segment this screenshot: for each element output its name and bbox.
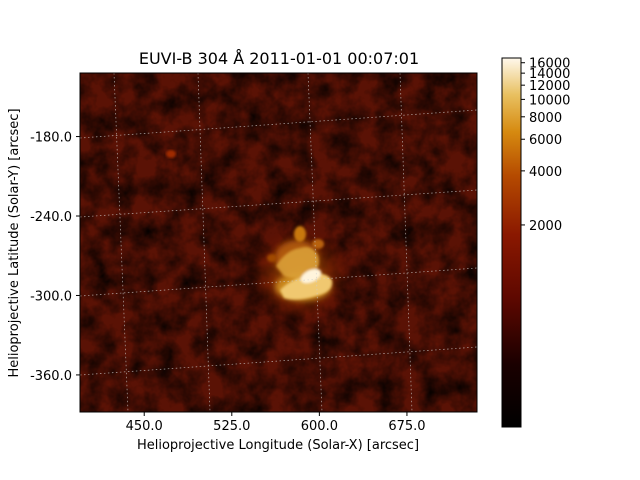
- y-tick-label: -300.0: [30, 289, 72, 304]
- chart-title: EUVI-B 304 Å 2011-01-01 00:07:01: [139, 49, 419, 68]
- y-tick-label: -240.0: [30, 210, 72, 225]
- x-axis-label: Helioprojective Longitude (Solar-X) [arc…: [137, 438, 419, 453]
- y-tick-label: -360.0: [30, 369, 72, 384]
- colorbar-tick-label: 14000: [529, 67, 570, 82]
- x-axis: 450.0 525.0 600.0 675.0: [126, 412, 426, 434]
- grid-lines: [80, 73, 477, 412]
- colorbar: [501, 57, 522, 428]
- colorbar-tick-label: 12000: [529, 79, 570, 94]
- x-tick-label: 600.0: [301, 419, 338, 434]
- y-axis-label: Helioprojective Latitude (Solar-Y) [arcs…: [7, 108, 22, 377]
- x-tick-label: 675.0: [388, 419, 425, 434]
- x-tick-label: 450.0: [126, 419, 163, 434]
- colorbar-tick-label: 16000: [529, 57, 570, 72]
- x-tick-label: 525.0: [213, 419, 250, 434]
- y-tick-label: -180.0: [30, 131, 72, 146]
- active-region: [245, 225, 355, 325]
- colorbar-tick-label: 6000: [529, 133, 562, 148]
- image-area: [80, 73, 477, 412]
- colorbar-tick-label: 2000: [529, 219, 562, 234]
- small-bright-spot: [166, 150, 176, 158]
- colorbar-tick-label: 8000: [529, 111, 562, 126]
- plot-frame: [79, 72, 478, 413]
- y-axis: -180.0 -240.0 -300.0 -360.0: [30, 131, 80, 384]
- colorbar-tick-label: 10000: [529, 93, 570, 108]
- colorbar-tick-label: 4000: [529, 165, 562, 180]
